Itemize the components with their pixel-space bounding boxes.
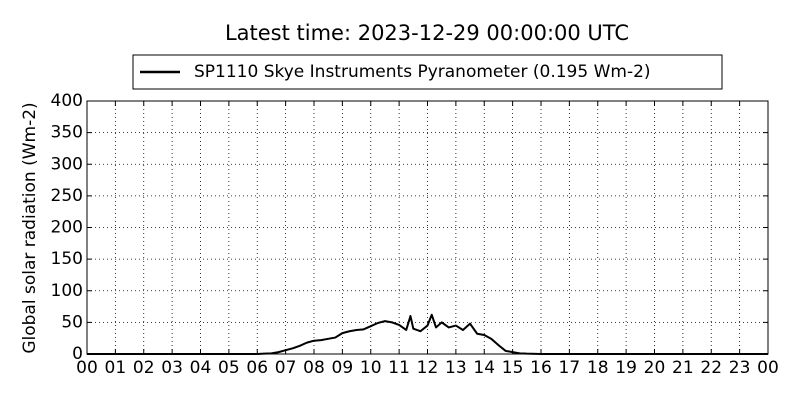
x-tick-label: 21 bbox=[672, 358, 694, 378]
x-tick-label: 08 bbox=[303, 358, 325, 378]
legend-box bbox=[132, 54, 723, 90]
y-tick-label: 0 bbox=[72, 344, 83, 364]
y-tick-label: 350 bbox=[51, 123, 83, 143]
x-tick-label: 18 bbox=[587, 358, 609, 378]
x-tick-label: 11 bbox=[388, 358, 410, 378]
y-tick-label: 250 bbox=[51, 186, 83, 206]
x-tick-label: 15 bbox=[502, 358, 524, 378]
x-tick-label: 10 bbox=[360, 358, 382, 378]
x-tick-label: 00 bbox=[757, 358, 779, 378]
plot-frame bbox=[86, 100, 769, 355]
x-tick-label: 19 bbox=[615, 358, 637, 378]
x-tick-label: 03 bbox=[161, 358, 183, 378]
x-tick-label: 22 bbox=[700, 358, 722, 378]
y-tick-label: 150 bbox=[51, 249, 83, 269]
y-tick-label: 100 bbox=[51, 281, 83, 301]
x-tick-label: 05 bbox=[218, 358, 240, 378]
x-tick-label: 06 bbox=[246, 358, 268, 378]
x-tick-label: 14 bbox=[473, 358, 495, 378]
x-tick-label: 04 bbox=[190, 358, 212, 378]
x-tick-label: 07 bbox=[275, 358, 297, 378]
x-tick-label: 00 bbox=[76, 358, 98, 378]
chart-title: Latest time: 2023-12-29 00:00:00 UTC bbox=[225, 21, 629, 45]
x-tick-label: 20 bbox=[644, 358, 666, 378]
x-tick-label: 13 bbox=[445, 358, 467, 378]
x-tick-label: 02 bbox=[133, 358, 155, 378]
y-tick-label: 300 bbox=[51, 154, 83, 174]
x-tick-label: 09 bbox=[332, 358, 354, 378]
y-tick-label: 200 bbox=[51, 218, 83, 238]
y-tick-label: 400 bbox=[51, 91, 83, 111]
x-tick-label: 12 bbox=[417, 358, 439, 378]
x-tick-label: 17 bbox=[559, 358, 581, 378]
y-tick-label: 50 bbox=[61, 312, 83, 332]
x-tick-label: 23 bbox=[729, 358, 751, 378]
x-tick-label: 01 bbox=[105, 358, 127, 378]
data-line bbox=[87, 313, 768, 355]
y-axis-label: Global solar radiation (Wm-2) bbox=[20, 102, 40, 353]
legend-label: SP1110 Skye Instruments Pyranometer (0.1… bbox=[194, 62, 651, 82]
x-tick-label: 16 bbox=[530, 358, 552, 378]
